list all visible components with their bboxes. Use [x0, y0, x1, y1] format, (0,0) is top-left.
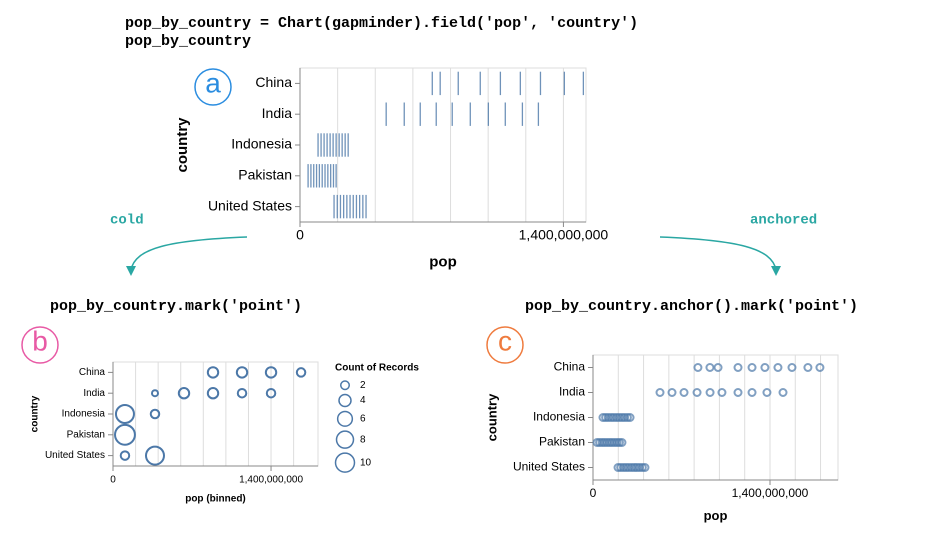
bubble — [144, 445, 165, 466]
arrowhead — [771, 266, 781, 276]
legend-symbol — [335, 430, 355, 449]
y-axis-title: country — [484, 393, 499, 441]
arrow — [130, 236, 248, 271]
point — [617, 438, 627, 447]
x-tick-label: 1,400,000,000 — [239, 475, 303, 486]
y-tick-label: Indonesia — [62, 409, 106, 420]
point — [733, 388, 743, 397]
y-tick-label: Indonesia — [231, 136, 292, 152]
code-line: pop_by_country = Chart(gapminder).field(… — [125, 15, 638, 32]
point — [640, 463, 650, 472]
x-tick-label: 1,400,000,000 — [519, 227, 609, 243]
x-axis-title: pop (binned) — [185, 494, 246, 505]
y-tick-label: United States — [45, 450, 105, 461]
point — [655, 388, 665, 397]
y-tick-label: India — [262, 105, 293, 121]
legend-symbol — [338, 393, 352, 408]
transition-label: anchored — [750, 213, 817, 229]
x-tick-label: 0 — [296, 227, 304, 243]
point — [760, 363, 770, 372]
point — [747, 388, 757, 397]
y-tick-label: Pakistan — [238, 167, 292, 183]
plot-frame — [592, 354, 839, 481]
x-axis-title: pop — [429, 254, 457, 271]
bubble — [206, 366, 220, 379]
point — [713, 363, 723, 372]
point — [762, 388, 772, 397]
x-tick-label: 0 — [590, 486, 597, 500]
bubble — [295, 367, 307, 378]
point — [679, 388, 689, 397]
bubble — [265, 387, 277, 399]
y-tick-label: China — [79, 367, 106, 378]
bubble — [206, 387, 220, 400]
y-tick-label: India — [83, 388, 105, 399]
arrow — [659, 236, 777, 271]
y-tick-label: China — [255, 74, 292, 90]
bubble — [119, 450, 131, 461]
bubble — [235, 366, 249, 379]
y-tick-label: Indonesia — [533, 410, 585, 424]
point — [778, 388, 788, 397]
transition-label: cold — [110, 213, 144, 229]
panel-label: b — [32, 325, 48, 356]
y-axis-title: country — [30, 395, 41, 432]
bubble — [264, 366, 278, 379]
code-line: pop_by_country — [125, 33, 251, 50]
panel-badge — [194, 68, 232, 106]
legend-label: 8 — [360, 434, 366, 445]
point — [625, 413, 635, 422]
legend-label: 2 — [360, 380, 366, 391]
legend-symbol — [334, 452, 356, 473]
bubble — [177, 387, 191, 400]
point — [787, 363, 797, 372]
legend-label: 6 — [360, 413, 366, 424]
point — [717, 388, 727, 397]
point — [773, 363, 783, 372]
y-tick-label: Pakistan — [539, 435, 585, 449]
y-tick-label: China — [554, 360, 586, 374]
bubble — [114, 404, 135, 424]
x-tick-label: 0 — [110, 475, 116, 486]
y-tick-label: United States — [513, 460, 585, 474]
legend-label: 4 — [360, 395, 366, 406]
point — [693, 363, 703, 372]
bubble — [236, 387, 248, 399]
point — [733, 363, 743, 372]
bubble — [149, 408, 161, 420]
arrowhead — [126, 266, 136, 276]
y-tick-label: United States — [208, 197, 292, 213]
y-axis-title: country — [174, 117, 191, 173]
panel-badge — [486, 326, 524, 364]
bubble — [114, 423, 136, 446]
panel-code: pop_by_country.anchor().mark('point') — [525, 298, 858, 315]
panel-code: pop_by_country.mark('point') — [50, 298, 302, 315]
legend-title: Count of Records — [335, 363, 419, 374]
point — [667, 388, 677, 397]
point — [705, 388, 715, 397]
x-tick-label: 1,400,000,000 — [732, 486, 809, 500]
legend-symbol — [340, 380, 350, 391]
legend-symbol — [336, 410, 354, 427]
point — [705, 363, 715, 372]
point — [692, 388, 702, 397]
x-axis-title: pop — [704, 508, 728, 523]
panel-label: a — [205, 67, 221, 98]
point — [747, 363, 757, 372]
y-tick-label: India — [559, 385, 585, 399]
point — [803, 363, 813, 372]
legend-label: 10 — [360, 457, 372, 468]
y-tick-label: Pakistan — [67, 429, 105, 440]
plot-frame — [299, 67, 587, 223]
bubble — [150, 389, 159, 398]
panel-badge — [21, 326, 59, 364]
point — [815, 363, 825, 372]
panel-label: c — [498, 325, 512, 356]
